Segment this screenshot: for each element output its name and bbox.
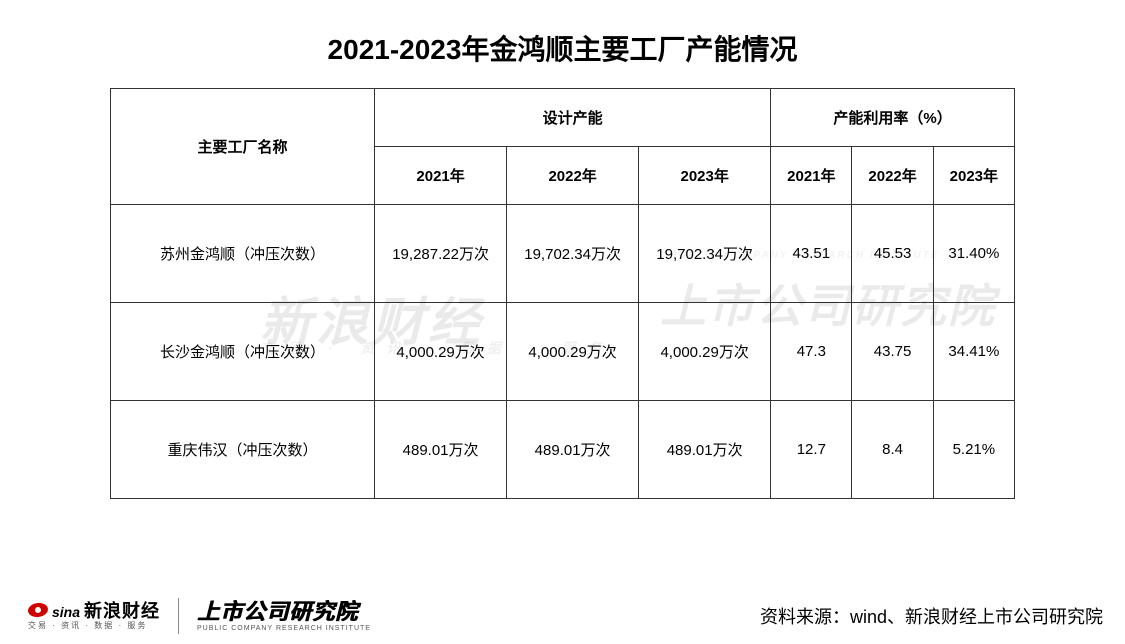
cell-util: 34.41% [933,303,1014,401]
cell-cap: 19,702.34万次 [639,205,771,303]
logo-inst-sub: PUBLIC COMPANY RESEARCH INSTITUTE [197,625,371,632]
logo-sina-tagline: 交易 · 资讯 · 数据 · 服务 [28,622,147,630]
logo-sina-brand: sina [52,605,80,619]
cell-util: 47.3 [771,303,852,401]
cell-factory: 重庆伟汉（冲压次数） [111,401,375,499]
th-util-2021: 2021年 [771,147,852,205]
sina-eye-icon [27,602,49,619]
capacity-table-container: 主要工厂名称 设计产能 产能利用率（%） 2021年 2022年 2023年 2… [0,88,1125,499]
th-cap-2023: 2023年 [639,147,771,205]
logo-sina-finance: sina 新浪财经 交易 · 资讯 · 数据 · 服务 [28,602,160,630]
footer: sina 新浪财经 交易 · 资讯 · 数据 · 服务 上市公司研究院 PUBL… [0,598,1125,634]
cell-util: 45.53 [852,205,933,303]
cell-cap: 489.01万次 [375,401,507,499]
logo-sina-cn: 新浪财经 [84,602,160,620]
cell-cap: 489.01万次 [507,401,639,499]
table-row: 重庆伟汉（冲压次数） 489.01万次 489.01万次 489.01万次 12… [111,401,1015,499]
logo-inst-main: 上市公司研究院 [197,601,371,623]
data-source-label: 资料来源：wind、新浪财经上市公司研究院 [760,603,1103,629]
cell-util: 5.21% [933,401,1014,499]
cell-cap: 4,000.29万次 [375,303,507,401]
cell-util: 43.75 [852,303,933,401]
cell-util: 31.40% [933,205,1014,303]
cell-cap: 4,000.29万次 [507,303,639,401]
th-design-capacity: 设计产能 [375,89,771,147]
table-row: 长沙金鸿顺（冲压次数） 4,000.29万次 4,000.29万次 4,000.… [111,303,1015,401]
cell-cap: 19,287.22万次 [375,205,507,303]
cell-util: 43.51 [771,205,852,303]
cell-util: 8.4 [852,401,933,499]
th-util-2023: 2023年 [933,147,1014,205]
cell-cap: 489.01万次 [639,401,771,499]
logo-research-institute: 上市公司研究院 PUBLIC COMPANY RESEARCH INSTITUT… [197,601,371,632]
cell-cap: 19,702.34万次 [507,205,639,303]
th-util-2022: 2022年 [852,147,933,205]
footer-logos: sina 新浪财经 交易 · 资讯 · 数据 · 服务 上市公司研究院 PUBL… [28,598,371,634]
cell-cap: 4,000.29万次 [639,303,771,401]
cell-factory: 长沙金鸿顺（冲压次数） [111,303,375,401]
cell-util: 12.7 [771,401,852,499]
logo-divider [178,598,179,634]
capacity-table: 主要工厂名称 设计产能 产能利用率（%） 2021年 2022年 2023年 2… [110,88,1015,499]
th-cap-2022: 2022年 [507,147,639,205]
page-title: 2021-2023年金鸿顺主要工厂产能情况 [0,0,1125,88]
table-row: 苏州金鸿顺（冲压次数） 19,287.22万次 19,702.34万次 19,7… [111,205,1015,303]
cell-factory: 苏州金鸿顺（冲压次数） [111,205,375,303]
th-factory-name: 主要工厂名称 [111,89,375,205]
th-utilization-rate: 产能利用率（%） [771,89,1015,147]
th-cap-2021: 2021年 [375,147,507,205]
